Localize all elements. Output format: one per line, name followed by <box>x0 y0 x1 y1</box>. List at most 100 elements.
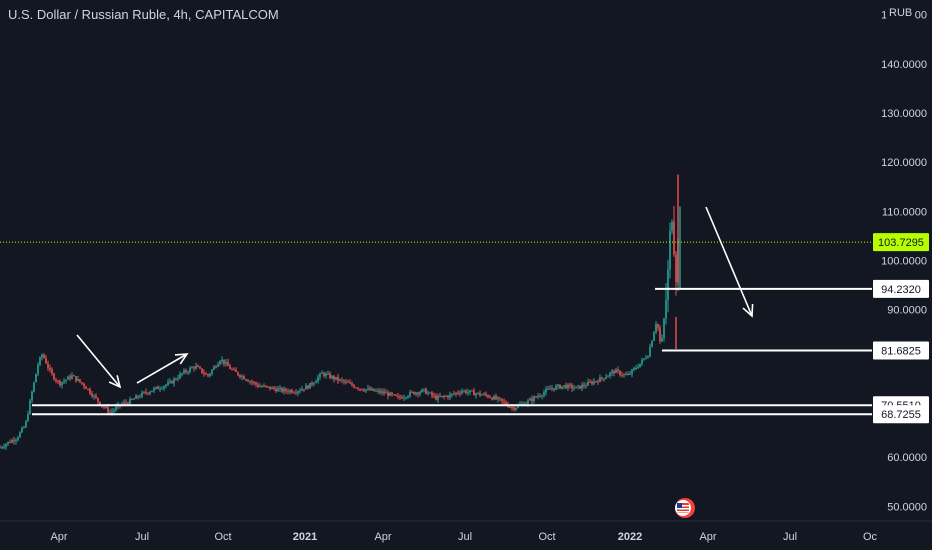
candle-body <box>87 388 89 390</box>
candle-body <box>329 373 331 379</box>
candle-body <box>147 392 149 394</box>
x-axis[interactable]: Apr Jul Oct 2021 Apr Jul Oct 2022 Apr Jul Oc <box>0 520 932 543</box>
candle-body <box>331 376 333 379</box>
candle-body <box>631 369 633 374</box>
arrow-down-2022-icon[interactable] <box>705 206 754 318</box>
candle-body <box>641 359 643 364</box>
candle-body <box>411 391 413 393</box>
x-tick-label: Oct <box>538 531 555 543</box>
candle-body <box>159 388 161 390</box>
candle-body <box>227 362 229 366</box>
us-flag-icon[interactable] <box>675 498 695 518</box>
candle-body <box>435 395 437 400</box>
candle-body <box>469 390 471 393</box>
candle-body <box>105 407 107 409</box>
candle-body <box>587 381 589 386</box>
candle-body <box>473 390 475 396</box>
candle-body <box>127 402 129 404</box>
candle-body <box>423 388 425 390</box>
candle-body <box>313 383 315 385</box>
candle-body <box>165 384 167 387</box>
x-tick-label: Jul <box>135 531 149 543</box>
candle-body <box>111 411 113 413</box>
arrow-down-apr-icon[interactable] <box>76 334 122 389</box>
candle-body <box>597 381 599 383</box>
candle-body <box>251 381 253 383</box>
candle-body <box>3 446 5 448</box>
x-tick-label: 2021 <box>293 531 317 543</box>
candle-body <box>93 395 95 397</box>
candle-body <box>109 412 111 414</box>
candle-body <box>65 379 67 381</box>
candle-body <box>409 391 411 397</box>
x-tick-label: Apr <box>699 531 716 543</box>
candle-body <box>19 432 21 438</box>
candle-body <box>53 373 55 380</box>
candle-body <box>485 393 487 396</box>
candle-body <box>477 392 479 394</box>
candle-body <box>353 385 355 388</box>
candle-body <box>179 373 181 379</box>
candle-body <box>57 380 59 382</box>
candle-body <box>483 393 485 395</box>
candle-body <box>493 396 495 400</box>
candle-body <box>575 386 577 389</box>
candle-body <box>171 381 173 384</box>
candle-body <box>335 376 337 380</box>
candle-body <box>97 397 99 402</box>
candle-body <box>569 384 571 386</box>
candle-body <box>593 381 595 384</box>
candle-body <box>629 373 631 375</box>
candle-body <box>539 396 541 398</box>
candle-body <box>277 388 279 392</box>
y-tick-label: 90.0000 <box>887 305 927 317</box>
candle-body <box>265 385 267 387</box>
y-tick-label: 60.0000 <box>887 452 927 464</box>
candle-body <box>133 398 135 400</box>
currency-badge[interactable]: RUB <box>886 6 916 20</box>
candle-body <box>71 375 73 379</box>
arrow-up-jul-icon[interactable] <box>136 353 189 384</box>
candle-body <box>613 371 615 374</box>
candle-body <box>11 440 13 443</box>
candle-body <box>557 384 559 387</box>
candle-body <box>381 391 383 393</box>
candle-body <box>103 405 105 408</box>
candle-body <box>235 369 237 372</box>
candle-body <box>115 406 117 410</box>
candle-body <box>309 382 311 389</box>
candle-body <box>399 396 401 398</box>
candle-body <box>497 397 499 400</box>
candle-body <box>531 398 533 401</box>
candle-body <box>387 392 389 396</box>
candle-body <box>139 396 141 398</box>
candle-body <box>365 389 367 391</box>
candle-body <box>15 439 17 442</box>
candle-body <box>23 427 25 429</box>
candle-body <box>657 324 659 328</box>
candle-body <box>75 376 77 381</box>
candle-body <box>627 373 629 375</box>
candle-body <box>659 327 661 342</box>
candle-body <box>603 378 605 380</box>
candle-body <box>601 377 603 379</box>
x-tick-label: Oct <box>214 531 231 543</box>
candles-layer <box>0 174 681 450</box>
candle-body <box>5 444 7 447</box>
candle-body <box>439 395 441 397</box>
candle-body <box>665 299 667 319</box>
candle-body <box>643 358 645 360</box>
y-tick-label: 140.0000 <box>881 59 927 71</box>
candle-body <box>403 397 405 399</box>
candle-body <box>203 372 205 374</box>
x-tick-label: Jul <box>458 531 472 543</box>
candle-body <box>293 392 295 394</box>
candle-body <box>583 384 585 386</box>
candle-body <box>373 388 375 392</box>
candle-body <box>327 373 329 375</box>
candle-body <box>537 396 539 398</box>
candle-body <box>619 370 621 375</box>
